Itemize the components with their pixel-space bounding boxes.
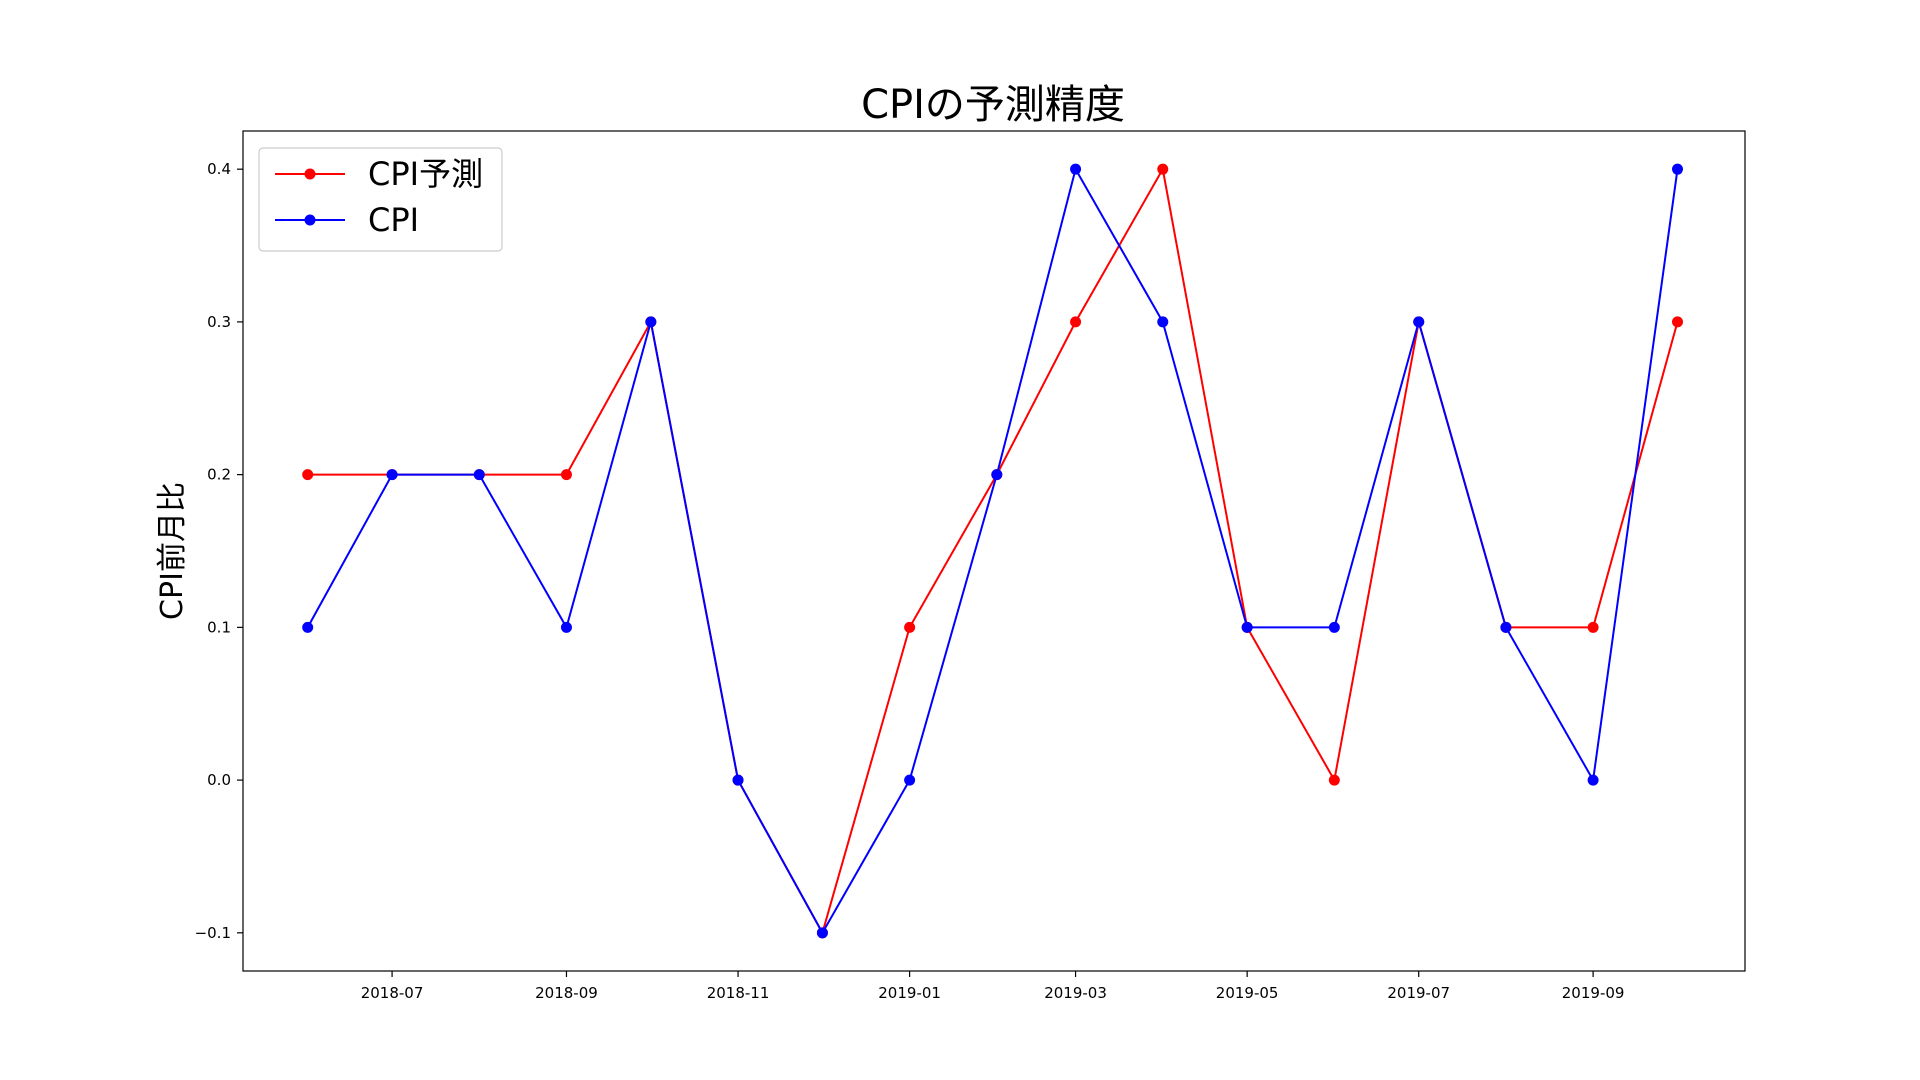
data-point [732,774,744,786]
x-tick-label: 2019-01 [878,984,941,1002]
data-point [1157,316,1169,328]
data-point [1328,774,1340,786]
x-tick-label: 2019-05 [1216,984,1279,1002]
data-point [645,316,657,328]
y-tick-label: 0.3 [207,313,231,331]
legend-label: CPI [368,201,419,239]
legend-label: CPI予測 [368,155,483,193]
y-tick-label: 0.2 [207,466,231,484]
data-point [473,469,485,481]
series-cpi [302,163,1683,939]
plot-area [242,130,1746,972]
data-point [1671,163,1683,175]
data-point [1070,316,1082,328]
x-tick-label: 2018-11 [707,984,770,1002]
data-point [1070,163,1082,175]
data-point [1587,774,1599,786]
data-point [1328,621,1340,633]
data-point [1413,316,1425,328]
x-tick-label: 2018-09 [535,984,598,1002]
x-tick-label: 2019-03 [1044,984,1107,1002]
y-axis: −0.1 0.0 0.1 0.2 0.3 0.4 [195,160,243,942]
data-point [904,621,916,633]
data-point [1157,163,1169,175]
data-point [816,927,828,939]
data-point [1241,621,1253,633]
legend-marker [304,214,316,226]
chart-title: CPIの予測精度 [861,82,1125,128]
data-point [560,469,572,481]
y-tick-label: 0.4 [207,160,231,178]
legend: CPI予測 CPI [258,147,503,252]
data-point [386,469,398,481]
y-axis-label: CPI前月比 [155,482,190,620]
data-point [1671,316,1683,328]
data-point [1587,621,1599,633]
data-point [1500,621,1512,633]
data-point [991,469,1003,481]
data-point [302,469,314,481]
legend-marker [304,168,316,180]
data-point [560,621,572,633]
y-tick-label: 0.0 [207,771,231,789]
x-tick-label: 2018-07 [361,984,424,1002]
x-axis: 2018-07 2018-09 2018-11 2019-01 2019-03 2019-… [361,971,1625,1002]
y-tick-label: −0.1 [195,924,231,942]
x-tick-label: 2019-09 [1562,984,1625,1002]
y-tick-label: 0.1 [207,618,231,636]
series-layer [302,163,1683,939]
x-tick-label: 2019-07 [1387,984,1450,1002]
data-point [904,774,916,786]
data-point [302,621,314,633]
